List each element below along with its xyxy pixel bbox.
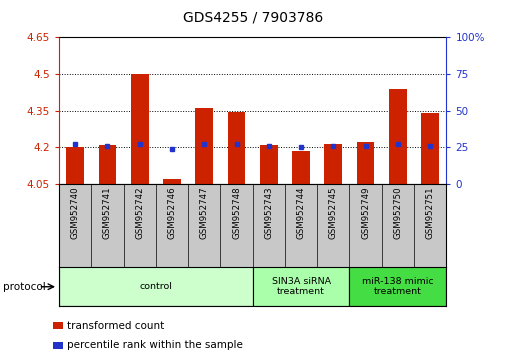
Bar [66, 147, 84, 184]
Text: miR-138 mimic
treatment: miR-138 mimic treatment [362, 277, 433, 296]
Text: control: control [140, 282, 172, 291]
Text: GDS4255 / 7903786: GDS4255 / 7903786 [183, 11, 323, 25]
Text: GSM952746: GSM952746 [167, 187, 176, 239]
Text: GSM952749: GSM952749 [361, 187, 370, 239]
Bar [324, 144, 342, 184]
Bar [53, 322, 63, 330]
Text: GSM952744: GSM952744 [297, 187, 306, 239]
Bar [59, 267, 252, 306]
Text: GSM952745: GSM952745 [329, 187, 338, 239]
Bar [228, 112, 245, 184]
Text: GSM952750: GSM952750 [393, 187, 402, 239]
Bar [349, 267, 446, 306]
Text: GSM952751: GSM952751 [426, 187, 435, 239]
Text: GSM952747: GSM952747 [200, 187, 209, 239]
Bar [252, 267, 349, 306]
Text: protocol: protocol [3, 282, 45, 292]
Bar [292, 151, 310, 184]
Text: SIN3A siRNA
treatment: SIN3A siRNA treatment [271, 277, 331, 296]
Bar [98, 145, 116, 184]
Text: transformed count: transformed count [67, 321, 164, 331]
Text: GSM952743: GSM952743 [264, 187, 273, 239]
Bar [195, 108, 213, 184]
Text: percentile rank within the sample: percentile rank within the sample [67, 341, 243, 350]
Text: GSM952742: GSM952742 [135, 187, 144, 239]
Text: GSM952741: GSM952741 [103, 187, 112, 239]
Text: GSM952740: GSM952740 [71, 187, 80, 239]
Bar [131, 74, 149, 184]
Bar [260, 145, 278, 184]
Bar [389, 88, 407, 184]
Bar [421, 113, 439, 184]
Bar [163, 179, 181, 184]
Bar [53, 342, 63, 349]
Bar [357, 142, 374, 184]
Text: GSM952748: GSM952748 [232, 187, 241, 239]
